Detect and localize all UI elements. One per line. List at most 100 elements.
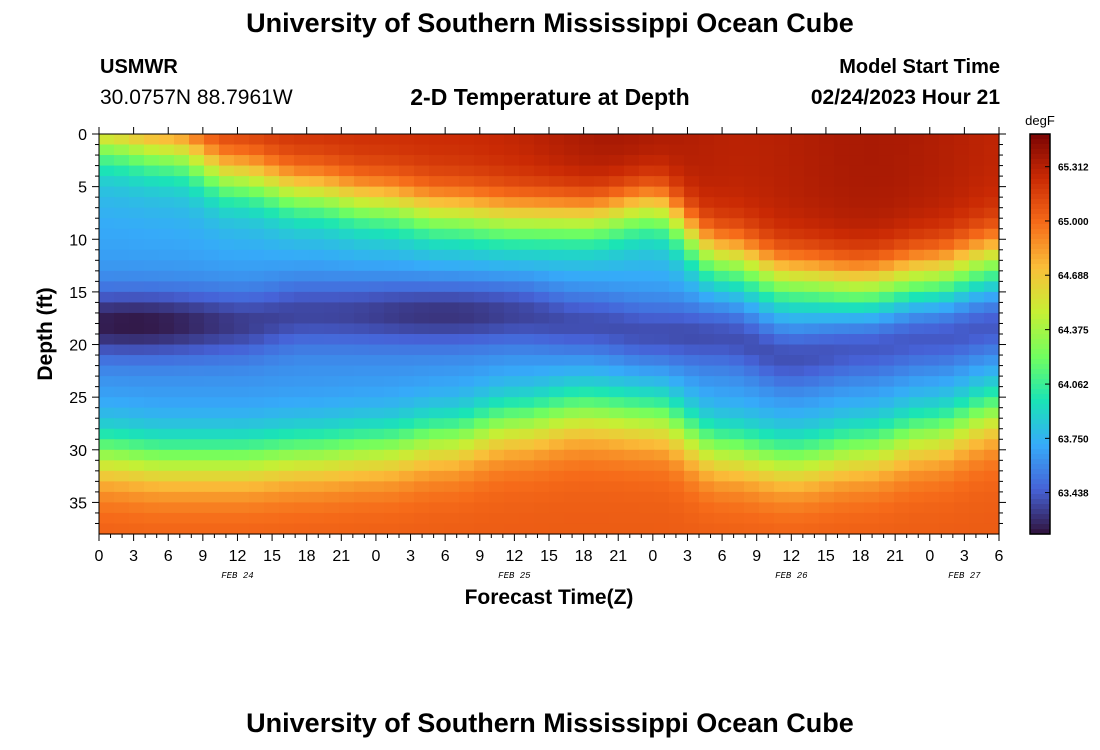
heatmap-cell xyxy=(969,197,985,209)
heatmap-cell xyxy=(219,260,235,272)
heatmap-cell xyxy=(294,144,310,156)
heatmap-cell xyxy=(519,186,535,198)
heatmap-cell xyxy=(669,218,685,230)
heatmap-cell xyxy=(174,323,190,335)
heatmap-cell xyxy=(324,218,340,230)
heatmap-cell xyxy=(159,323,175,335)
heatmap-cell xyxy=(789,418,805,430)
heatmap-cell xyxy=(99,523,115,535)
heatmap-cell xyxy=(594,270,610,282)
y-axis-label: Depth (ft) xyxy=(34,287,57,380)
heatmap-cell xyxy=(234,334,250,346)
heatmap-cell xyxy=(564,439,580,451)
date-label: FEB 24 xyxy=(221,571,253,581)
heatmap-cell xyxy=(294,186,310,198)
heatmap-cell xyxy=(729,134,745,146)
heatmap-cell xyxy=(144,365,160,377)
heatmap-cell xyxy=(894,323,910,335)
heatmap-cell xyxy=(234,491,250,504)
heatmap-cell xyxy=(234,207,250,219)
heatmap-cell xyxy=(369,176,385,188)
heatmap-cell xyxy=(144,512,160,525)
heatmap-cell xyxy=(819,239,835,251)
heatmap-cell xyxy=(609,407,625,419)
heatmap-cell xyxy=(324,481,340,493)
heatmap-cell xyxy=(264,186,280,198)
heatmap-cell xyxy=(204,186,220,198)
heatmap-cell xyxy=(144,281,160,293)
heatmap-cell xyxy=(564,228,580,240)
heatmap-cell xyxy=(894,291,910,304)
heatmap-cell xyxy=(264,365,280,377)
x-tick-label: 18 xyxy=(575,548,593,565)
heatmap-cell xyxy=(579,470,595,482)
heatmap-cell xyxy=(654,502,670,514)
heatmap-cell xyxy=(939,176,955,188)
heatmap-cell xyxy=(714,186,730,198)
heatmap-cell xyxy=(939,523,955,535)
heatmap-cell xyxy=(99,197,115,209)
heatmap-cell xyxy=(639,344,655,356)
heatmap-cell xyxy=(729,302,745,314)
x-tick-label: 9 xyxy=(752,548,761,565)
colorbar-segment xyxy=(1030,289,1050,295)
heatmap-cell xyxy=(759,249,775,261)
colorbar-segment xyxy=(1030,479,1050,485)
heatmap-cell xyxy=(579,344,595,356)
heatmap-cell xyxy=(654,365,670,377)
heatmap-cell xyxy=(189,281,205,293)
heatmap-cell xyxy=(654,218,670,230)
heatmap-cell xyxy=(639,439,655,451)
heatmap-cell xyxy=(954,155,970,167)
heatmap-cell xyxy=(774,291,790,304)
heatmap-cell xyxy=(774,312,790,325)
heatmap-cell xyxy=(549,502,565,514)
heatmap-cell xyxy=(249,239,265,251)
heatmap-cell xyxy=(369,386,385,398)
heatmap-cell xyxy=(339,249,355,261)
heatmap-cell xyxy=(909,491,925,504)
x-tick-label: 18 xyxy=(852,548,870,565)
heatmap-cell xyxy=(309,407,325,419)
heatmap-cell xyxy=(309,239,325,251)
heatmap-cell xyxy=(624,207,640,219)
heatmap-cell xyxy=(264,428,280,440)
heatmap-cell xyxy=(954,397,970,409)
heatmap-cell xyxy=(759,291,775,304)
heatmap-cell xyxy=(444,449,460,461)
heatmap-cell xyxy=(249,439,265,451)
x-tick-label: 18 xyxy=(298,548,316,565)
heatmap-cell xyxy=(399,512,415,525)
heatmap-cell xyxy=(639,449,655,461)
heatmap-cell xyxy=(789,470,805,482)
heatmap-cell xyxy=(129,207,145,219)
heatmap-cell xyxy=(714,239,730,251)
heatmap-cell xyxy=(819,176,835,188)
heatmap-cell xyxy=(729,386,745,398)
heatmap-cell xyxy=(234,281,250,293)
heatmap-cell xyxy=(774,165,790,177)
heatmap-cell xyxy=(399,344,415,356)
heatmap-cell xyxy=(564,386,580,398)
heatmap-cell xyxy=(549,197,565,209)
heatmap-cell xyxy=(459,355,475,367)
heatmap-cell xyxy=(624,523,640,535)
heatmap-cell xyxy=(99,218,115,230)
heatmap-cell xyxy=(954,249,970,261)
heatmap-cell xyxy=(534,176,550,188)
heatmap-cell xyxy=(114,291,130,304)
colorbar-segment xyxy=(1030,234,1050,240)
heatmap-cell xyxy=(144,428,160,440)
heatmap-cell xyxy=(339,376,355,388)
heatmap-cell xyxy=(864,291,880,304)
heatmap-cell xyxy=(894,165,910,177)
heatmap-cell xyxy=(969,407,985,419)
heatmap-cell xyxy=(204,418,220,430)
heatmap-cell xyxy=(249,249,265,261)
heatmap-cell xyxy=(399,155,415,167)
heatmap-cell xyxy=(159,207,175,219)
heatmap-cell xyxy=(864,312,880,325)
heatmap-cell xyxy=(579,281,595,293)
heatmap-cell xyxy=(864,218,880,230)
